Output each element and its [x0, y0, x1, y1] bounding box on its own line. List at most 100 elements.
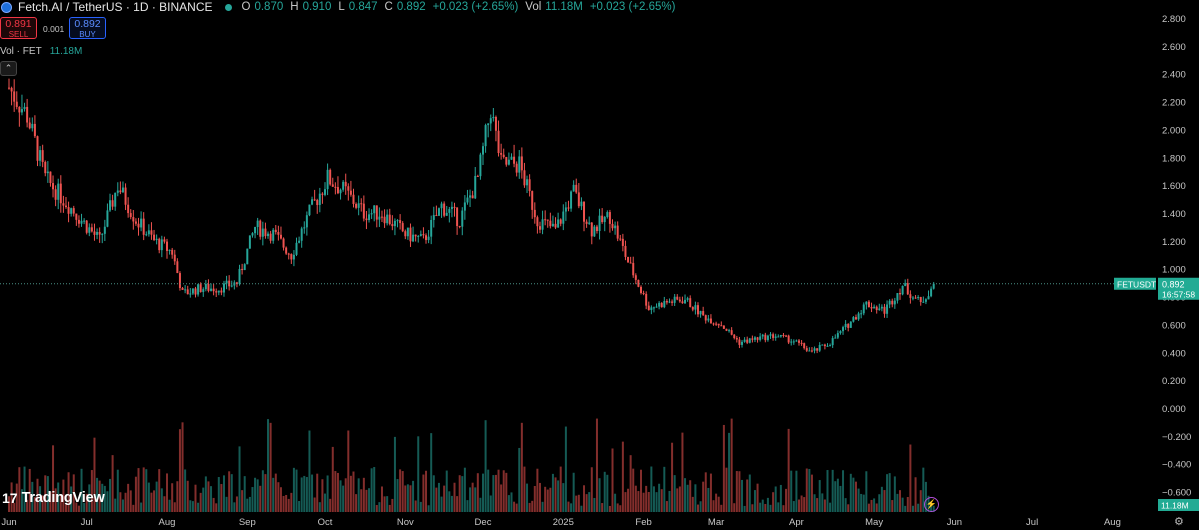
gear-icon[interactable]: ⚙ [1174, 516, 1184, 528]
volume-bar [18, 467, 21, 512]
candle-body [119, 190, 122, 193]
candle-body [655, 306, 658, 308]
candle-body [365, 218, 368, 221]
volume-bar [645, 485, 648, 512]
volume-bar [588, 492, 591, 512]
volume-bar [888, 473, 891, 512]
candle-body [865, 301, 868, 305]
volume-bar [800, 495, 803, 512]
volume-bar [277, 482, 280, 512]
volume-bar [862, 494, 865, 512]
open-value: 0.870 [254, 1, 284, 13]
volume-bar [601, 503, 604, 512]
candle-body [826, 345, 829, 347]
volume-bar [603, 471, 606, 512]
volume-bar [292, 467, 295, 512]
volume-bar [132, 504, 135, 512]
volume-bar [178, 429, 181, 512]
volume-bar [57, 482, 60, 512]
volume-bar [20, 489, 23, 512]
candle-body [482, 146, 484, 155]
y-tick-label: 1.400 [1162, 209, 1186, 220]
volume-bar [316, 473, 319, 512]
volume-bar [873, 498, 876, 512]
candle-body [168, 249, 171, 251]
candle-body [311, 199, 314, 205]
volume-bar [704, 472, 707, 512]
y-tick-label: 2.200 [1162, 98, 1186, 109]
candle-body [647, 305, 650, 311]
candle-body [147, 230, 150, 235]
candle-body [888, 300, 891, 305]
volume-bar [878, 494, 881, 512]
volume-bar [741, 479, 744, 512]
candle-body [184, 289, 187, 291]
volume-bar [593, 497, 596, 512]
volume-bar [181, 422, 184, 512]
candle-body [836, 333, 839, 338]
candle-body [243, 264, 246, 271]
lightning-icon[interactable]: ⚡ [924, 497, 939, 512]
candle-body [225, 280, 228, 284]
volume-bar [230, 474, 233, 512]
candle-body [704, 315, 707, 321]
candle-body [210, 288, 213, 291]
tradingview-logo[interactable]: 17 TradingView [2, 490, 105, 506]
candle-body [114, 192, 117, 207]
candle-body [886, 304, 889, 314]
candle-body [388, 214, 391, 225]
volume-bar [484, 420, 487, 512]
candle-body [523, 170, 526, 186]
candle-body [598, 215, 601, 232]
candle-body [684, 299, 687, 304]
volume-bar [748, 474, 751, 512]
volume-bar [715, 493, 718, 512]
candle-body [197, 284, 200, 295]
candle-body [142, 218, 145, 235]
candle-body [681, 301, 684, 304]
candle-body [528, 179, 531, 192]
volume-bar [357, 478, 360, 512]
chevron-up-icon[interactable]: ⌃ [0, 61, 17, 76]
volume-bar [362, 477, 365, 512]
candle-body [215, 291, 218, 293]
volume-label: Vol [525, 1, 542, 13]
y-tick-label: 0.000 [1162, 404, 1186, 415]
volume-bar [510, 492, 513, 512]
candle-body [634, 275, 637, 280]
volume-bar [90, 470, 93, 512]
candle-body [743, 339, 746, 342]
volume-bar [844, 498, 847, 512]
candle-body [709, 318, 712, 324]
candle-body [401, 223, 404, 232]
volume-bar [331, 446, 334, 512]
candle-body [867, 301, 870, 308]
price-axis[interactable]: 2.800 2.600 2.400 2.200 2.000 1.800 1.600 1.400… [1162, 14, 1191, 499]
volume-bar [70, 486, 73, 512]
time-axis[interactable]: Jun Jul Aug Sep Oct Nov Dec 2025 Feb Mar Apr May Jun… [1, 517, 1121, 528]
buy-button[interactable]: 0.892 BUY [69, 17, 106, 39]
candle-body [492, 116, 495, 119]
volume-bar [311, 474, 314, 512]
candle-body [691, 307, 694, 310]
candle-body [821, 344, 824, 346]
candle-body [137, 223, 140, 228]
volume-legend[interactable]: Vol · FET 11.18M [0, 46, 82, 57]
volume-bar [186, 480, 189, 512]
candle-body [686, 298, 689, 300]
candle-body [404, 231, 407, 237]
volume-bar [917, 503, 920, 512]
volume-bar [538, 482, 541, 512]
candle-body [510, 156, 513, 160]
volume-bar [751, 504, 754, 512]
volume-bar [637, 491, 640, 512]
sell-button[interactable]: 0.891 SELL [0, 17, 37, 39]
candle-body [15, 101, 18, 107]
candle-body [445, 212, 448, 216]
candle-body [585, 221, 588, 224]
volume-bar [616, 503, 619, 512]
candle-body [334, 186, 337, 188]
y-tick-label: 2.400 [1162, 70, 1186, 81]
symbol-title[interactable]: Fetch.AI / TetherUS · 1D · BINANCE [18, 0, 213, 14]
